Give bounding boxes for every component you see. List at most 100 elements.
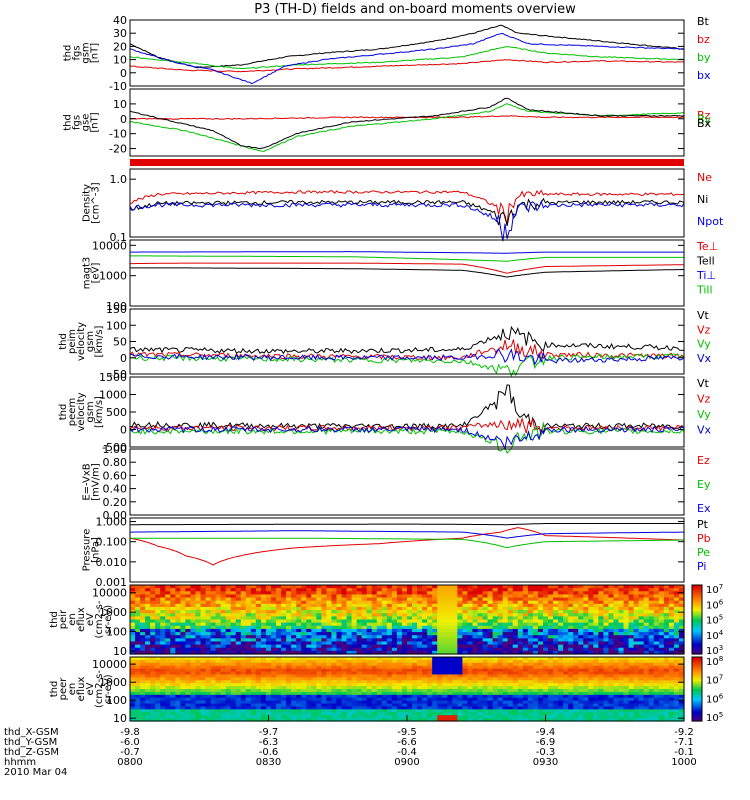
spectrogram-cell	[336, 594, 343, 599]
spectrogram-cell	[296, 635, 302, 639]
spectrogram-cell	[160, 588, 166, 592]
spectrogram-cell	[155, 671, 161, 676]
spectrogram-cell	[135, 700, 141, 705]
spectrogram-cell	[255, 600, 262, 605]
spectrogram-cell	[180, 613, 186, 617]
spectrogram-cell	[628, 603, 635, 608]
spectrogram-cell	[613, 659, 620, 664]
spectrogram-cell	[457, 591, 463, 596]
series-line-red	[129, 339, 685, 361]
spectrogram-cell	[603, 659, 610, 664]
spectrogram-cell	[356, 622, 363, 627]
spectrogram-cell	[678, 594, 685, 599]
spectrogram-cell	[603, 647, 610, 652]
spectrogram-cell	[130, 718, 136, 722]
spectrogram-cell	[593, 597, 599, 602]
spectrogram-cell	[356, 697, 363, 702]
spectrogram-cell	[391, 632, 398, 636]
spectrogram-cell	[568, 616, 574, 621]
spectrogram-cell	[341, 641, 348, 646]
spectrogram-cell	[613, 671, 620, 676]
spectrogram-cell	[407, 691, 413, 696]
spectrogram-cell	[225, 689, 232, 693]
spectrogram-cell	[140, 712, 146, 716]
spectrogram-cell	[588, 619, 594, 624]
spectrogram-cell	[140, 606, 146, 611]
spectrogram-cell	[311, 588, 317, 592]
spectrogram-cell	[250, 632, 257, 636]
spectrogram-cell	[643, 657, 650, 661]
spectrogram-cell	[301, 718, 307, 722]
spectrogram-cell	[598, 665, 605, 670]
spectrogram-cell	[477, 610, 484, 614]
spectrogram-cell	[391, 691, 398, 696]
spectrogram-cell	[422, 619, 428, 624]
spectrogram-cell	[356, 703, 363, 708]
spectrogram-cell	[220, 638, 227, 643]
spectrogram-cell	[200, 662, 207, 667]
spectrogram-cell	[145, 644, 151, 649]
spectrogram-cell	[210, 697, 217, 702]
spectrogram-cell	[437, 697, 443, 702]
spectrogram-cell	[351, 677, 358, 681]
spectrogram-cell	[150, 686, 156, 690]
spectrogram-cell	[381, 588, 388, 592]
spectrogram-cell	[306, 622, 312, 627]
spectrogram-cell	[462, 622, 469, 627]
spectrogram-cell	[150, 671, 156, 676]
spectrogram-cell	[583, 603, 589, 608]
spectrogram-cell	[588, 662, 594, 667]
spectrogram-cell	[608, 638, 615, 643]
spectrogram-cell	[165, 628, 171, 633]
series-line-black	[129, 24, 685, 69]
spectrogram-cell	[548, 606, 554, 611]
spectrogram-cell	[336, 677, 343, 681]
spectrogram-cell	[522, 588, 529, 592]
spectrogram-cell	[205, 677, 212, 681]
spectrogram-cell	[487, 712, 494, 716]
spectrogram-cell	[537, 613, 544, 617]
spectrogram-cell	[467, 606, 474, 611]
spectrogram-cell	[628, 697, 635, 702]
spectrogram-cell	[291, 613, 297, 617]
spectrogram-cell	[512, 689, 519, 693]
spectrogram-cell	[260, 603, 267, 608]
spectrogram-cell	[568, 625, 574, 630]
spectrogram-cell	[452, 709, 458, 713]
spectrogram-cell	[316, 715, 322, 719]
spectrogram-cell	[608, 683, 615, 687]
spectrogram-cell	[381, 657, 388, 661]
spectrogram-cell	[336, 689, 343, 693]
spectrogram-cell	[331, 597, 338, 602]
spectrogram-cell	[140, 588, 146, 592]
spectrogram-cell	[668, 603, 675, 608]
spectrogram-cell	[613, 709, 620, 713]
spectrogram-cell	[301, 638, 307, 643]
spectrogram-cell	[553, 665, 559, 670]
spectrogram-cell	[235, 650, 242, 655]
spectrogram-cell	[220, 689, 227, 693]
spectrogram-cell	[396, 619, 403, 624]
spectrogram-cell	[210, 671, 217, 676]
spectrogram-cell	[165, 662, 171, 667]
spectrogram-cell	[286, 616, 292, 621]
spectrogram-cell	[442, 632, 448, 636]
spectrogram-cell	[391, 706, 398, 710]
spectrogram-cell	[417, 594, 423, 599]
spectrogram-cell	[240, 628, 247, 633]
spectrogram-cell	[210, 628, 217, 633]
spectrogram-cell	[568, 691, 574, 696]
spectrogram-cell	[613, 683, 620, 687]
spectrogram-cell	[648, 677, 655, 681]
spectrogram-cell	[225, 650, 232, 655]
spectrogram-cell	[558, 657, 564, 661]
spectrogram-cell	[336, 668, 343, 673]
spectrogram-cell	[563, 662, 569, 667]
spectrogram-cell	[442, 644, 448, 649]
spectrogram-cell	[467, 647, 474, 652]
spectrogram-cell	[366, 638, 373, 643]
spectrogram-cell	[648, 647, 655, 652]
spectrogram-cell	[376, 616, 383, 621]
spectrogram-cell	[170, 665, 176, 670]
spectrogram-cell	[281, 689, 287, 693]
